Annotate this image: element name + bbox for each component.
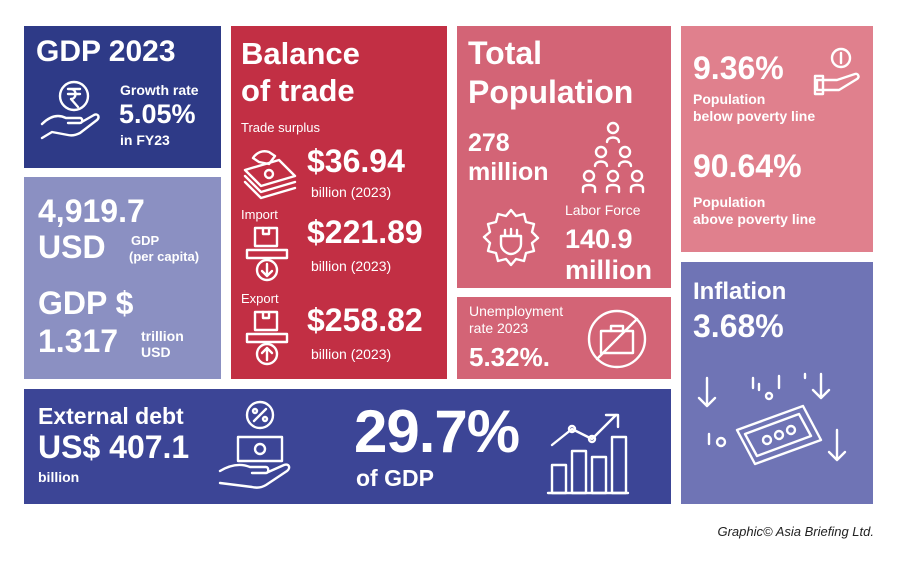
population-total-1: 278: [468, 129, 510, 157]
debt-unit: billion: [38, 469, 80, 485]
gdp-per-capita-panel: 4,919.7 USD GDP (per capita) GDP $ 1.317…: [24, 177, 221, 379]
people-network-icon: [581, 121, 645, 194]
export-box-icon: [245, 310, 289, 366]
labor-force-value: 140.9: [565, 224, 633, 254]
inflation-panel: Inflation 3.68%: [681, 262, 873, 504]
trade-surplus-value: $36.94: [307, 143, 405, 179]
import-unit: billion (2023): [311, 258, 392, 274]
money-hand-icon: [218, 400, 291, 489]
no-job-icon: [587, 309, 647, 369]
gdp-growth-value: 5.05%: [119, 99, 196, 129]
gdp-title: GDP 2023: [36, 35, 176, 68]
population-title-2: Population: [468, 74, 634, 110]
debt-gdp-share: 29.7%: [354, 398, 520, 465]
unemployment-panel: Unemployment rate 2023 5.32%.: [457, 297, 671, 379]
import-label: Import: [241, 207, 278, 222]
unemployment-label-2: rate 2023: [469, 320, 529, 336]
population-total-2: million: [468, 158, 549, 186]
gdp-total-value: 1.317: [38, 323, 119, 359]
export-label: Export: [241, 291, 279, 306]
per-capita-note-1: GDP: [131, 233, 160, 248]
gdp-growth-label: Growth rate: [120, 82, 199, 98]
unemployment-value: 5.32%.: [469, 342, 550, 372]
falling-money-icon: [697, 372, 847, 466]
export-value: $258.82: [307, 302, 423, 338]
poverty-below-value: 9.36%: [693, 50, 784, 86]
rupee-hand-icon: [40, 80, 100, 140]
trade-title-2: of trade: [241, 73, 355, 108]
per-capita-note-2: (per capita): [129, 249, 200, 264]
trade-surplus-unit: billion (2023): [311, 184, 392, 200]
poverty-panel: 9.36% Population below poverty line 90.6…: [681, 26, 873, 252]
poverty-below-label-1: Population: [693, 91, 766, 107]
trade-panel: Balance of trade Trade surplus $36.94 bi…: [231, 26, 447, 379]
import-value: $221.89: [307, 214, 423, 250]
inflation-label: Inflation: [693, 278, 787, 305]
trade-title-1: Balance: [241, 36, 360, 71]
poverty-above-label-1: Population: [693, 194, 766, 210]
gdp-total-unit-2: USD: [141, 344, 171, 360]
poverty-below-label-2: below poverty line: [693, 108, 816, 124]
export-unit: billion (2023): [311, 346, 392, 362]
gdp-total-label: GDP $: [38, 285, 134, 321]
poverty-above-label-2: above poverty line: [693, 211, 816, 227]
population-panel: Total Population 278 million Labor Force…: [457, 26, 671, 288]
trade-surplus-label: Trade surplus: [241, 120, 320, 135]
debt-label: External debt: [38, 403, 184, 429]
graphic-credit: Graphic© Asia Briefing Ltd.: [717, 524, 874, 539]
per-capita-currency: USD: [38, 229, 106, 265]
debt-gdp-label: of GDP: [356, 465, 434, 491]
bar-chart-up-icon: [546, 413, 630, 495]
per-capita-value: 4,919.7: [38, 193, 145, 229]
gdp-total-unit-1: trillion: [141, 328, 184, 344]
poverty-above-value: 90.64%: [693, 148, 802, 184]
import-box-icon: [245, 226, 289, 282]
inflation-value: 3.68%: [693, 308, 784, 344]
gdp-growth-period: in FY23: [120, 132, 170, 148]
labor-force-unit: million: [565, 255, 652, 285]
labor-force-label: Labor Force: [565, 202, 641, 218]
population-title-1: Total: [468, 35, 543, 71]
coin-hand-icon: [813, 47, 860, 96]
money-stack-icon: [243, 150, 297, 200]
unemployment-label-1: Unemployment: [469, 303, 564, 319]
debt-value: US$ 407.1: [38, 429, 190, 465]
gear-fist-icon: [482, 208, 540, 267]
gdp-panel: GDP 2023 Growth rate 5.05% in FY23: [24, 26, 221, 168]
debt-panel: External debt US$ 407.1 billion 29.7% of…: [24, 389, 671, 504]
